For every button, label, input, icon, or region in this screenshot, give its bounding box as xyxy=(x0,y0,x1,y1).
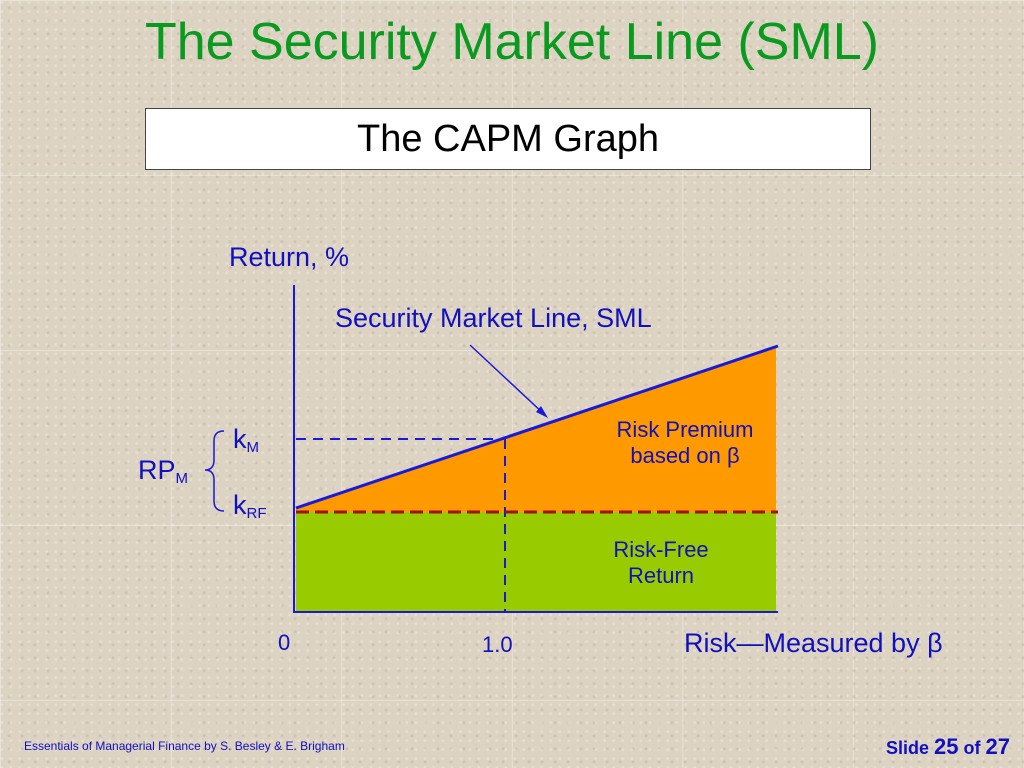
subtitle-text: The CAPM Graph xyxy=(357,117,659,160)
subtitle-box: The CAPM Graph xyxy=(145,108,871,170)
km-label-main: k xyxy=(233,424,247,454)
sml-label: Security Market Line, SML xyxy=(335,303,652,333)
risk-premium-label: Risk Premium based on β xyxy=(592,417,778,469)
risk-free-label: Risk-Free Return xyxy=(586,537,736,589)
risk-free-region xyxy=(296,512,776,612)
of-word: of xyxy=(963,738,981,758)
rpm-brace xyxy=(204,430,225,512)
slide-title: The Security Market Line (SML) xyxy=(144,13,880,71)
beta-tick-label: 1.0 xyxy=(482,632,513,657)
sml-line xyxy=(295,344,779,510)
slide-total: 27 xyxy=(985,734,1010,759)
km-label: kM xyxy=(233,424,259,456)
sml-pointer-arrowhead xyxy=(536,406,548,418)
risk-premium-line2: based on β xyxy=(630,443,740,468)
km-label-sub: M xyxy=(246,439,260,456)
footer-source: Essentials of Managerial Finance by S. B… xyxy=(24,739,345,753)
rpm-label: RPM xyxy=(138,455,188,487)
krf-label-main: k xyxy=(233,490,247,520)
risk-free-line2: Return xyxy=(627,563,695,588)
rpm-label-sub: M xyxy=(175,470,189,487)
risk-premium-line1: Risk Premium xyxy=(616,417,754,442)
origin-label: 0 xyxy=(278,630,291,655)
slide-counter: Slide 25 of 27 xyxy=(886,734,1010,760)
slide-number: 25 xyxy=(934,734,959,759)
krf-label-sub: RF xyxy=(246,505,267,522)
rpm-label-main: RP xyxy=(138,455,176,485)
y-axis-label: Return, % xyxy=(229,242,350,272)
x-axis-label: Risk—Measured by β xyxy=(684,628,943,658)
slide-word: Slide xyxy=(885,738,929,758)
risk-free-line1: Risk-Free xyxy=(613,537,709,562)
krf-label: kRF xyxy=(233,490,267,522)
sml-pointer-line xyxy=(469,344,545,415)
